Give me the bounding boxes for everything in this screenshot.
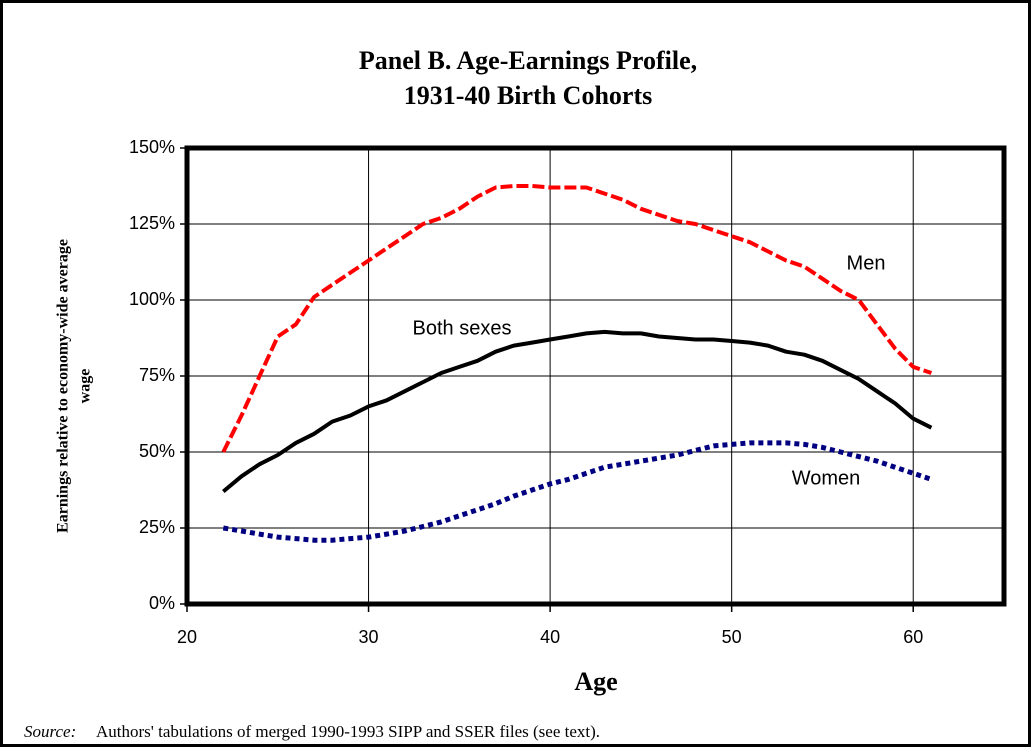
series-line [222, 329, 933, 494]
x-axis-label: Age [574, 667, 617, 696]
y-axis-label: wage [77, 369, 94, 404]
series-line [222, 440, 933, 543]
y-tick-label: 100% [129, 289, 175, 309]
series-line [221, 184, 933, 453]
y-tick-label: 25% [139, 517, 175, 537]
plot-border [184, 145, 1007, 607]
y-tick-label: 125% [129, 213, 175, 233]
x-tick-label: 30 [359, 627, 379, 647]
x-tick-label: 20 [177, 627, 197, 647]
series-label: Women [792, 467, 861, 489]
y-tick-label: 75% [139, 365, 175, 385]
y-tick-label: 150% [129, 137, 175, 157]
chart-title: 1931-40 Birth Cohorts [404, 81, 652, 110]
y-axis-label: Earnings relative to economy-wide averag… [55, 239, 72, 533]
x-tick-label: 50 [722, 627, 742, 647]
x-tick-label: 60 [903, 627, 923, 647]
source-label: Source: [24, 722, 76, 741]
series-label: Both sexes [413, 317, 512, 339]
source-text: Authors' tabulations of merged 1990-1993… [96, 722, 600, 741]
series-label: Men [847, 252, 886, 274]
chart-title: Panel B. Age-Earnings Profile, [359, 46, 697, 75]
y-tick-label: 0% [149, 593, 175, 613]
x-tick-label: 40 [540, 627, 560, 647]
y-tick-label: 50% [139, 441, 175, 461]
